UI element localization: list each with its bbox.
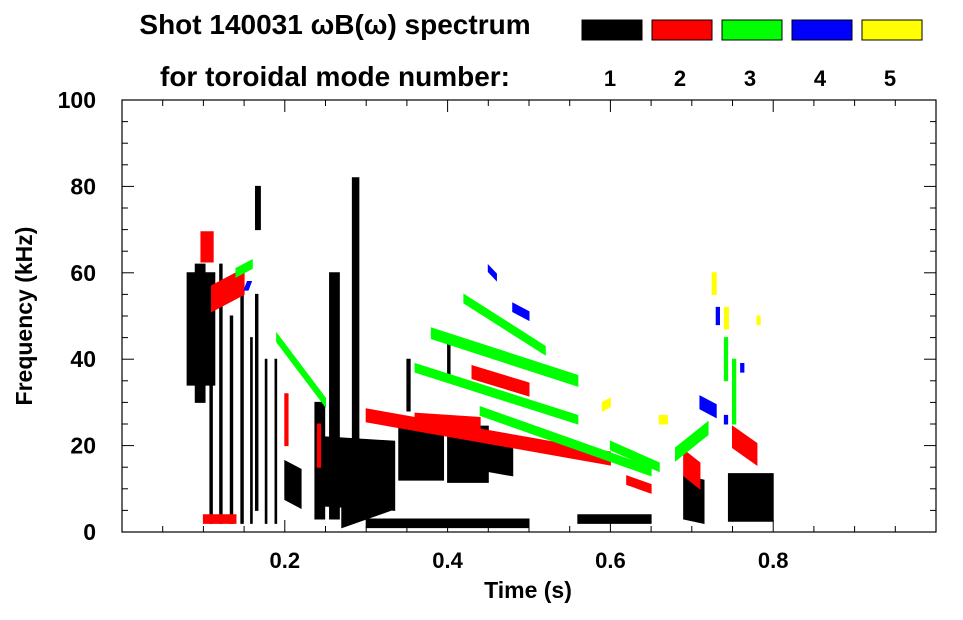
y-tick-label: 80 <box>70 173 96 199</box>
spectrum-mode-3-feature <box>276 331 326 409</box>
spectrum-mode-1-feature <box>406 358 411 412</box>
spectrum-mode-3-feature <box>235 259 253 278</box>
legend-swatch-mode-4 <box>791 19 853 41</box>
chart-title-line1: Shot 140031 ωB(ω) spectrum <box>139 9 530 40</box>
spectrum-mode-1-feature <box>341 475 392 529</box>
legend-label-mode-4: 4 <box>814 66 827 91</box>
spectrum-mode-5-feature <box>601 397 611 412</box>
spectrum-mode-4-feature <box>740 363 745 373</box>
legend-swatch-mode-1 <box>581 19 643 41</box>
x-tick-label: 0.8 <box>758 548 789 573</box>
spectrum-mode-1-feature <box>274 358 278 524</box>
y-tick-label: 60 <box>70 260 96 286</box>
x-axis-label: Time (s) <box>484 577 572 603</box>
spectrum-mode-4-feature <box>487 263 497 282</box>
x-tick-label: 0.2 <box>270 548 301 573</box>
legend-label-mode-2: 2 <box>674 66 686 91</box>
spectrum-mode-2-feature <box>414 412 481 432</box>
chart-title-line2: for toroidal mode number: <box>160 61 510 92</box>
spectrum-mode-4-feature <box>723 414 729 425</box>
spectrum-mode-1-feature <box>240 272 244 524</box>
spectrum-mode-1-feature <box>209 280 213 524</box>
spectrum-mode-5-feature <box>711 272 717 295</box>
spectrum-mode-1-feature <box>250 337 253 524</box>
y-tick-label: 100 <box>58 87 96 113</box>
legend: 1 2 3 4 5 <box>581 19 923 91</box>
spectrum-mode-1-feature <box>254 293 259 511</box>
spectrum-mode-4-feature <box>699 395 717 419</box>
spectrum-mode-2-feature <box>683 448 701 490</box>
spectrum-mode-5-feature <box>658 414 668 425</box>
spectrum-mode-3-feature <box>732 358 737 425</box>
spectrum-mode-1-feature <box>194 263 206 403</box>
legend-label-mode-5: 5 <box>884 66 896 91</box>
spectrum-mode-5-feature <box>723 306 729 330</box>
spectrum-mode-5-feature <box>756 315 761 326</box>
spectrum-mode-3-feature <box>609 440 660 473</box>
spectrum-mode-4-feature <box>715 306 720 326</box>
spectrum-mode-1-feature <box>577 514 652 524</box>
spectrum-mode-4-feature <box>512 302 530 322</box>
x-tick-label: 0.4 <box>432 548 463 573</box>
axes: 0.2 0.4 0.6 0.8 0 20 40 60 80 100 <box>58 87 937 573</box>
spectrum-mode-1-feature <box>284 459 302 510</box>
spectrum-mode-2-feature <box>732 425 758 467</box>
spectrum-mode-1-feature <box>727 473 774 522</box>
y-tick-label: 0 <box>83 519 96 545</box>
y-tick-label: 20 <box>70 433 96 459</box>
x-tick-label: 0.6 <box>595 548 626 573</box>
legend-label-mode-1: 1 <box>604 66 616 91</box>
spectrum-mode-2-feature <box>202 514 237 524</box>
spectrum-features <box>186 177 774 529</box>
y-tick-label: 40 <box>70 346 96 372</box>
spectrum-mode-2-feature <box>284 393 289 447</box>
spectrum-mode-2-feature <box>316 423 322 468</box>
legend-swatch-mode-3 <box>721 19 783 41</box>
spectrum-mode-1-feature <box>229 315 234 524</box>
spectrum-mode-3-feature <box>675 420 709 462</box>
spectrum-mode-2-feature <box>626 475 652 494</box>
spectrum-mode-3-feature <box>430 327 579 387</box>
spectrum-mode-1-feature <box>264 358 268 524</box>
legend-swatch-mode-5 <box>861 19 923 41</box>
spectrum-mode-1-feature <box>398 427 445 481</box>
spectrum-mode-2-feature <box>471 365 530 397</box>
spectrum-mode-3-feature <box>414 362 579 425</box>
spectrum-mode-1-feature <box>254 185 261 231</box>
y-axis-label: Frequency (kHz) <box>11 227 37 406</box>
spectrum-mode-2-feature <box>200 231 214 263</box>
spectrum-mode-3-feature <box>463 293 546 356</box>
spectrum-mode-3-feature <box>723 337 729 382</box>
spectrum-mode-4-feature <box>243 280 253 291</box>
legend-swatch-mode-2 <box>651 19 713 41</box>
legend-label-mode-3: 3 <box>744 66 756 91</box>
